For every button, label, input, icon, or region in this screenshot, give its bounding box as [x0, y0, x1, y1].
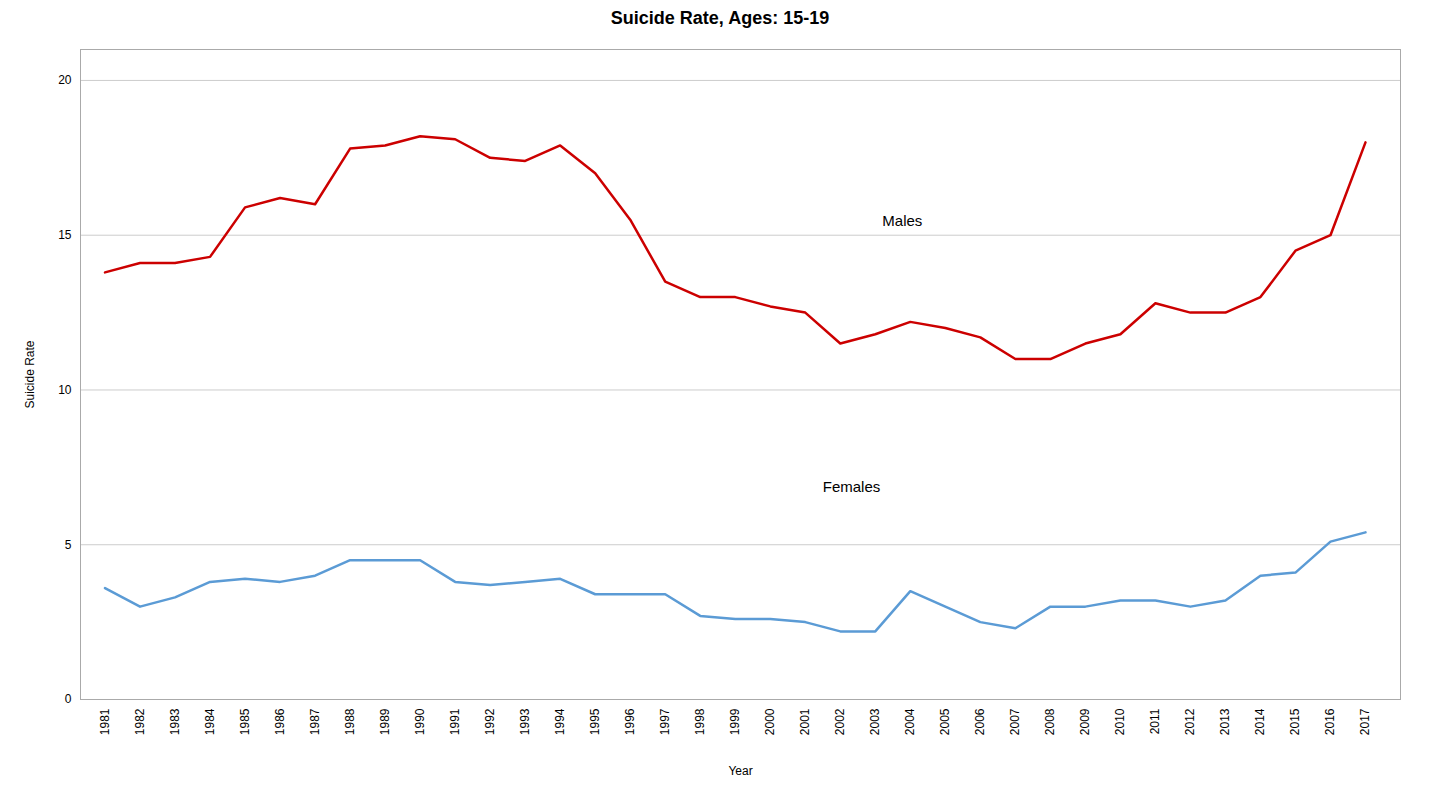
svg-text:20: 20 — [58, 73, 72, 87]
svg-text:Males: Males — [882, 212, 922, 229]
svg-text:2014: 2014 — [1253, 708, 1267, 735]
svg-text:2009: 2009 — [1078, 708, 1092, 735]
svg-text:1986: 1986 — [273, 708, 287, 735]
svg-text:2003: 2003 — [868, 708, 882, 735]
svg-text:1981: 1981 — [98, 708, 112, 735]
svg-text:1997: 1997 — [658, 708, 672, 735]
svg-text:2008: 2008 — [1043, 708, 1057, 735]
svg-text:1992: 1992 — [483, 708, 497, 735]
svg-text:1993: 1993 — [518, 708, 532, 735]
svg-text:1983: 1983 — [168, 708, 182, 735]
svg-text:1996: 1996 — [623, 708, 637, 735]
svg-text:2017: 2017 — [1358, 708, 1372, 735]
svg-text:15: 15 — [58, 228, 72, 242]
svg-text:2005: 2005 — [938, 708, 952, 735]
svg-text:Suicide Rate: Suicide Rate — [23, 340, 37, 408]
svg-text:1999: 1999 — [728, 708, 742, 735]
svg-text:2004: 2004 — [903, 708, 917, 735]
svg-text:2011: 2011 — [1148, 708, 1162, 734]
svg-text:1987: 1987 — [308, 708, 322, 735]
svg-text:2013: 2013 — [1218, 708, 1232, 735]
svg-text:2000: 2000 — [763, 708, 777, 735]
svg-text:Year: Year — [728, 764, 752, 778]
svg-text:1991: 1991 — [448, 708, 462, 735]
svg-text:2006: 2006 — [973, 708, 987, 735]
svg-text:1988: 1988 — [343, 708, 357, 735]
svg-text:2015: 2015 — [1288, 708, 1302, 735]
svg-text:2016: 2016 — [1323, 708, 1337, 735]
html-text:Suicide Rate, Ages: 15-19: Suicide Rate, Ages: 15-19 — [610, 8, 830, 28]
svg-text:1985: 1985 — [238, 708, 252, 735]
svg-text:0: 0 — [65, 692, 72, 706]
svg-text:2007: 2007 — [1008, 708, 1022, 735]
svg-text:1990: 1990 — [413, 708, 427, 735]
svg-text:1982: 1982 — [133, 708, 147, 735]
svg-text:1989: 1989 — [378, 708, 392, 735]
svg-text:5: 5 — [65, 538, 72, 552]
svg-text:1984: 1984 — [203, 708, 217, 735]
svg-text:2010: 2010 — [1113, 708, 1127, 735]
svg-text:1994: 1994 — [553, 708, 567, 735]
svg-text:2001: 2001 — [798, 708, 812, 735]
svg-text:1995: 1995 — [588, 708, 602, 735]
svg-text:2012: 2012 — [1183, 708, 1197, 735]
svg-text:1998: 1998 — [693, 708, 707, 735]
svg-text:2002: 2002 — [833, 708, 847, 735]
svg-text:10: 10 — [58, 383, 72, 397]
svg-text:Females: Females — [823, 478, 881, 495]
